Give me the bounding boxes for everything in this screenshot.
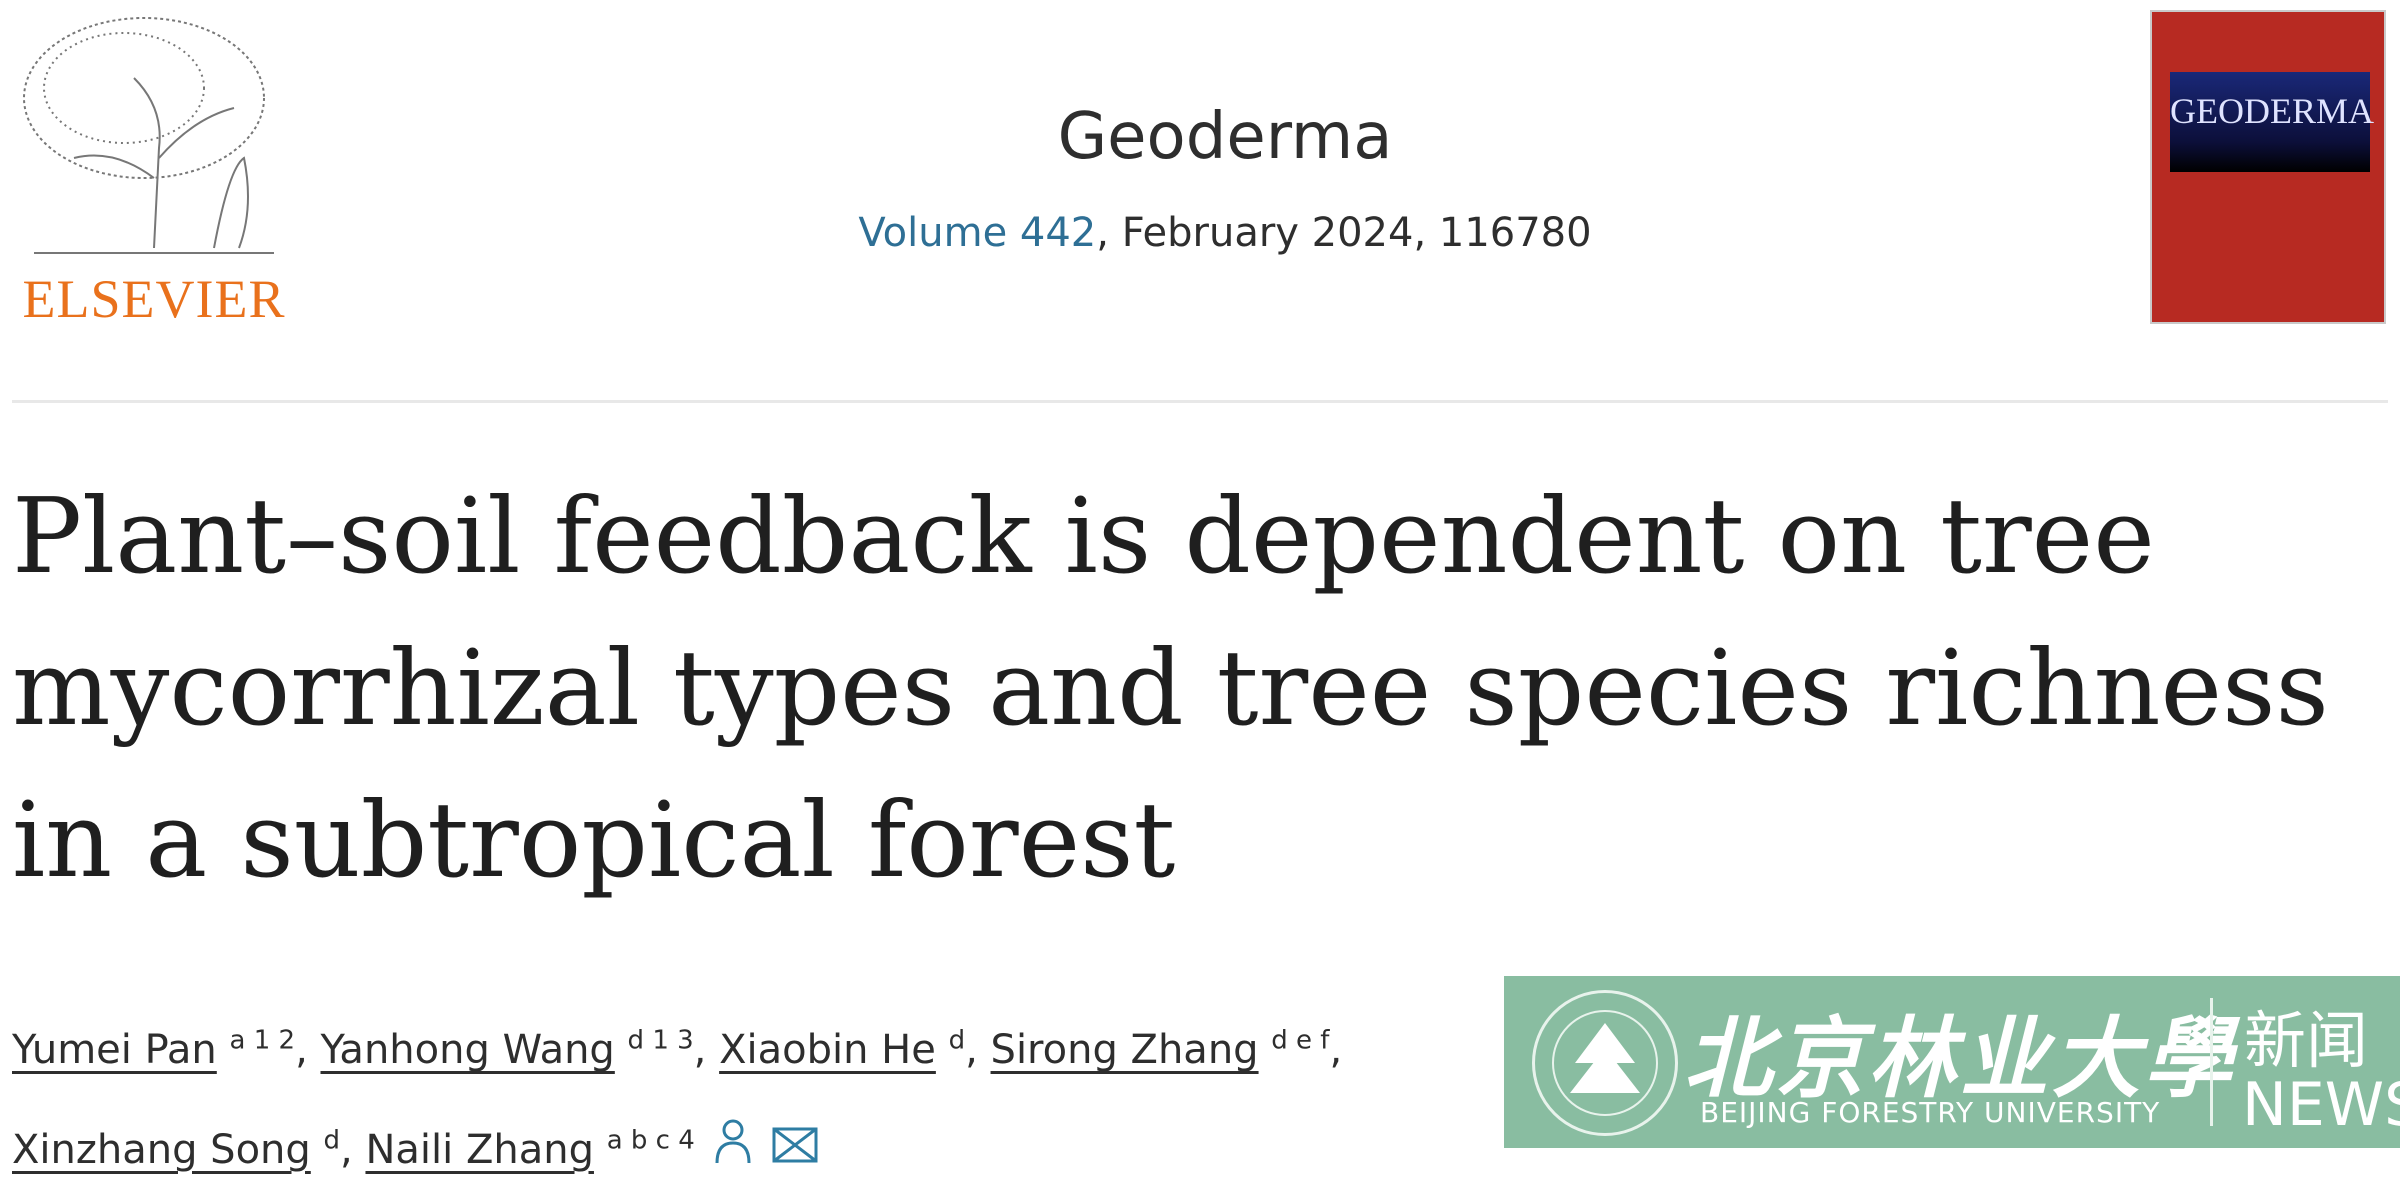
- author-link[interactable]: Yanhong Wang: [320, 1027, 615, 1074]
- author-link[interactable]: Xinzhang Song: [12, 1126, 311, 1173]
- journal-name[interactable]: Geoderma: [1057, 100, 1393, 174]
- volume-link[interactable]: Volume 442: [858, 210, 1097, 256]
- author-link[interactable]: Sirong Zhang: [990, 1027, 1259, 1074]
- author-affiliation[interactable]: a 1 2: [229, 1026, 296, 1056]
- author-affiliation[interactable]: d 1 3: [627, 1026, 694, 1056]
- elsevier-tree-icon: [23, 17, 274, 254]
- separator: ,: [693, 1027, 720, 1074]
- cover-title: GEODERMA: [2170, 91, 2374, 131]
- separator: ,: [295, 1027, 321, 1074]
- journal-cover[interactable]: GEODERMA: [2150, 10, 2386, 324]
- news-label-en: NEWS: [2242, 1070, 2400, 1140]
- news-label-cn: 新闻: [2244, 1004, 2369, 1077]
- elsevier-wordmark: ELSEVIER: [22, 269, 286, 329]
- title-line: mycorrhizal types and tree species richn…: [12, 627, 2329, 749]
- cover-band: GEODERMA: [2170, 72, 2374, 172]
- author-affiliation[interactable]: a b c 4: [606, 1125, 695, 1156]
- envelope-icon[interactable]: [771, 1107, 819, 1197]
- author-link[interactable]: Naili Zhang: [365, 1126, 594, 1173]
- elsevier-logo[interactable]: ELSEVIER: [14, 8, 294, 330]
- journal-issue: Volume 442, February 2024, 116780: [600, 210, 1850, 256]
- author-list: Yumei Pan a 1 2, Yanhong Wang d 1 3, Xia…: [12, 996, 1472, 1197]
- separator: ,: [1329, 1027, 1343, 1074]
- university-name-en: BEIJING FORESTRY UNIVERSITY: [1700, 1096, 2161, 1129]
- title-line: in a subtropical forest: [12, 779, 1176, 901]
- author-affiliation[interactable]: d: [323, 1125, 341, 1156]
- article-title: Plant–soil feedback is dependent on tree…: [12, 460, 2372, 916]
- university-name-cn: 北京林业大學: [1684, 1006, 2237, 1110]
- university-seal-icon: [1532, 990, 1678, 1136]
- author-affiliation[interactable]: d e f: [1271, 1026, 1330, 1056]
- author-link[interactable]: Xiaobin He: [719, 1027, 936, 1074]
- author-link[interactable]: Yumei Pan: [12, 1027, 217, 1074]
- person-icon[interactable]: [713, 1107, 753, 1197]
- author-affiliation[interactable]: d: [948, 1026, 966, 1056]
- divider: [12, 400, 2388, 403]
- title-line: Plant–soil feedback is dependent on tree: [12, 475, 2155, 597]
- bjfu-news-watermark: 北京林业大學 BEIJING FORESTRY UNIVERSITY 新闻 NE…: [1504, 976, 2400, 1148]
- banner-divider: [2210, 998, 2213, 1126]
- separator: ,: [340, 1126, 366, 1173]
- separator: ,: [965, 1027, 991, 1074]
- issue-info: , February 2024, 116780: [1096, 210, 1592, 256]
